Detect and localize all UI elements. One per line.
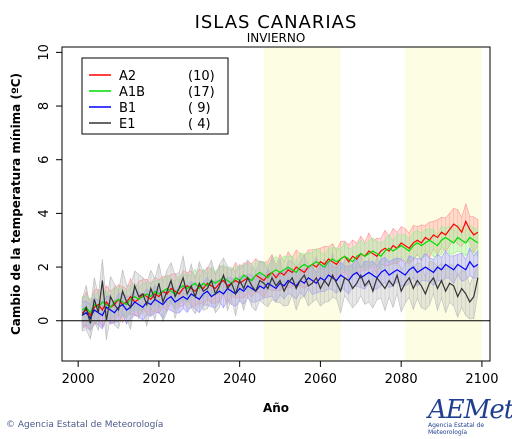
y-tick-label: 8: [37, 102, 52, 110]
legend-count-b1: ( 9): [188, 101, 211, 116]
y-tick-label: 4: [37, 209, 52, 217]
x-tick-label: 2100: [465, 372, 498, 387]
y-axis-label: Cambio de la temperatura mínima (ºC): [9, 73, 23, 335]
highlight-period-1: [405, 47, 482, 361]
aemet-logo: AEMet Agencia Estatal de Meteorología: [428, 395, 512, 436]
logo-subtext: Agencia Estatal de Meteorología: [428, 422, 485, 436]
legend-name-e1: E1: [119, 117, 136, 132]
y-tick-label: 2: [37, 263, 52, 271]
legend: A2 (10) A1B (17) B1 ( 9) E1 ( 4): [81, 57, 229, 135]
y-tick-label: 0: [37, 317, 52, 325]
x-axis-label: Año: [263, 401, 289, 415]
legend-box: [81, 57, 229, 135]
x-tick-label: 2020: [142, 372, 175, 387]
legend-count-e1: ( 4): [188, 117, 211, 132]
series-line-a1b: [81, 236, 479, 314]
chart-title: ISLAS CANARIAS: [195, 12, 358, 33]
x-tick-label: 2080: [385, 372, 418, 387]
x-axis: 2000 2020 2040 2060 2080 2100: [62, 361, 498, 387]
x-tick-label: 2000: [62, 372, 95, 387]
series-line-e1: [81, 273, 479, 324]
highlight-period-0: [263, 47, 341, 361]
chart-subtitle: INVIERNO: [247, 31, 306, 45]
y-axis: 0 2 4 6 8 10: [37, 44, 62, 325]
logo-wordmark: AEMet: [428, 395, 512, 425]
legend-name-b1: B1: [119, 101, 136, 116]
series-lines: [81, 219, 479, 324]
y-tick-label: 6: [37, 156, 52, 164]
series-line-b1: [81, 260, 479, 320]
legend-count-a2: (10): [188, 69, 215, 84]
legend-count-a1b: (17): [188, 85, 215, 100]
legend-name-a2: A2: [119, 69, 136, 84]
plot-frame: [61, 46, 491, 362]
y-tick-label: 10: [37, 44, 52, 61]
copyright-text: © Agencia Estatal de Meteorología: [6, 420, 164, 430]
x-tick-label: 2040: [223, 372, 256, 387]
highlight-periods: [263, 47, 482, 361]
x-tick-label: 2060: [304, 372, 337, 387]
legend-name-a1b: A1B: [119, 85, 145, 100]
